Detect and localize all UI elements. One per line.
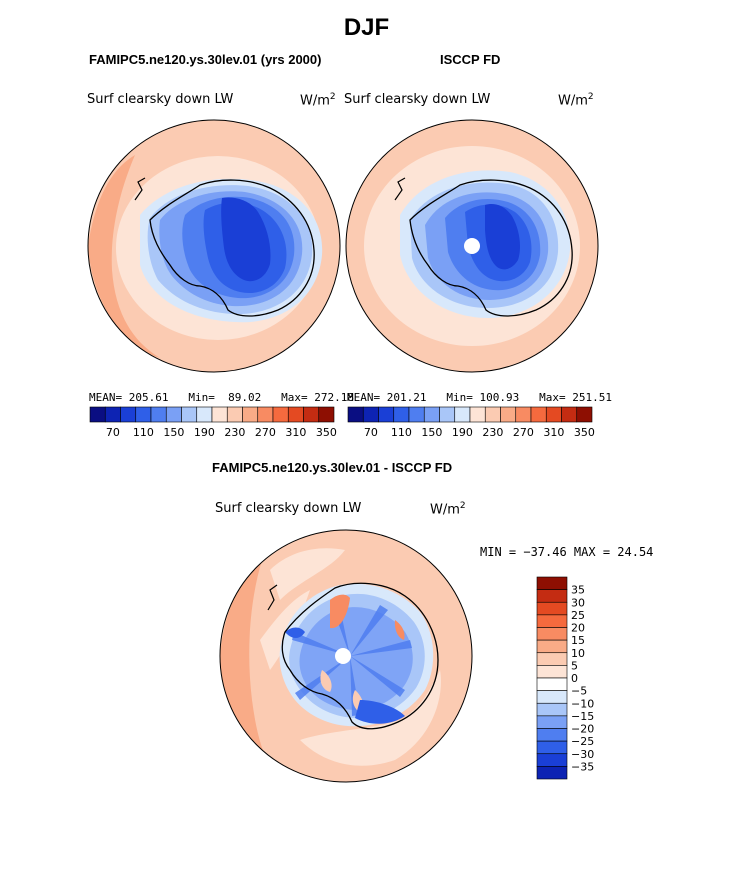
page-title: DJF bbox=[343, 14, 390, 41]
colorbar-tick-label: 150 bbox=[421, 426, 442, 439]
colorbar-tick-label: 150 bbox=[163, 426, 184, 439]
obs-units-label: W/m2 bbox=[558, 92, 594, 109]
diff-units-label: W/m2 bbox=[430, 501, 466, 518]
colorbar-tick-label: 230 bbox=[482, 426, 503, 439]
colorbar-tick-label: −25 bbox=[571, 735, 594, 748]
colorbar-tick-label: 5 bbox=[571, 659, 578, 672]
obs-colorbar: 70 110 150 190 230 270 310 350 bbox=[347, 406, 595, 439]
colorbar-box bbox=[536, 652, 568, 666]
colorbar-tick-label: 190 bbox=[452, 426, 473, 439]
colorbar-tick-label: 110 bbox=[133, 426, 154, 439]
colorbar-tick-label: 350 bbox=[316, 426, 337, 439]
colorbar-box bbox=[536, 740, 568, 755]
colorbar-tick-label: 10 bbox=[571, 647, 585, 660]
model-variable-label: Surf clearsky down LW bbox=[87, 92, 234, 107]
colorbar-tick-label: 30 bbox=[571, 596, 585, 609]
colorbar-box bbox=[536, 639, 568, 654]
colorbar-box bbox=[536, 601, 568, 616]
colorbar-tick-label: 190 bbox=[194, 426, 215, 439]
colorbar-box bbox=[536, 665, 568, 679]
model-units-label: W/m2 bbox=[300, 92, 336, 109]
colorbar-tick-label: 270 bbox=[255, 426, 276, 439]
diff-panel-title: FAMIPC5.ne120.ys.30lev.01 - ISCCP FD bbox=[212, 460, 453, 475]
colorbar-box bbox=[536, 702, 568, 717]
colorbar-tick-label: −15 bbox=[571, 710, 594, 723]
colorbar-box bbox=[536, 690, 568, 704]
colorbar-box bbox=[536, 627, 568, 641]
obs-stats: MEAN= 201.21 Min= 100.93 Max= 251.51 bbox=[347, 391, 612, 404]
colorbar-tick-label: −35 bbox=[571, 760, 594, 773]
colorbar-box bbox=[536, 766, 568, 780]
colorbar-tick-label: 110 bbox=[391, 426, 412, 439]
obs-variable-label: Surf clearsky down LW bbox=[344, 92, 491, 107]
colorbar-tick-label: 230 bbox=[224, 426, 245, 439]
colorbar-tick-label: 70 bbox=[364, 426, 378, 439]
colorbar-tick-label: −5 bbox=[571, 685, 587, 698]
colorbar-box bbox=[536, 677, 568, 691]
diff-minmax: MIN = −37.46 MAX = 24.54 bbox=[480, 545, 654, 559]
model-panel-title: FAMIPC5.ne120.ys.30lev.01 (yrs 2000) bbox=[89, 52, 322, 67]
model-colorbar: 70 110 150 190 230 270 310 350 bbox=[89, 406, 337, 439]
colorbar-tick-label: 15 bbox=[571, 634, 585, 647]
diff-variable-label: Surf clearsky down LW bbox=[215, 501, 362, 516]
colorbar-box bbox=[576, 406, 593, 423]
colorbar-box bbox=[536, 715, 568, 729]
colorbar-tick-label: −10 bbox=[571, 697, 594, 710]
colorbar-box bbox=[536, 589, 568, 603]
colorbar-tick-label: 25 bbox=[571, 609, 585, 622]
colorbar-box bbox=[536, 728, 568, 742]
model-stats: MEAN= 205.61 Min= 89.02 Max= 272.18 bbox=[89, 391, 354, 404]
colorbar-tick-label: 310 bbox=[285, 426, 306, 439]
colorbar-tick-label: 70 bbox=[106, 426, 120, 439]
colorbar-box bbox=[536, 614, 568, 628]
colorbar-tick-label: −20 bbox=[571, 723, 594, 736]
colorbar-tick-label: 20 bbox=[571, 622, 585, 635]
obs-panel-title: ISCCP FD bbox=[440, 52, 501, 67]
colorbar-tick-label: 35 bbox=[571, 584, 585, 597]
colorbar-tick-label: 350 bbox=[574, 426, 595, 439]
colorbar-tick-label: −30 bbox=[571, 748, 594, 761]
colorbar-tick-label: 270 bbox=[513, 426, 534, 439]
colorbar-box bbox=[318, 406, 335, 423]
colorbar-tick-label: 310 bbox=[543, 426, 564, 439]
colorbar-box bbox=[536, 576, 568, 590]
colorbar-tick-label: 0 bbox=[571, 672, 578, 685]
colorbar-box bbox=[536, 753, 568, 767]
